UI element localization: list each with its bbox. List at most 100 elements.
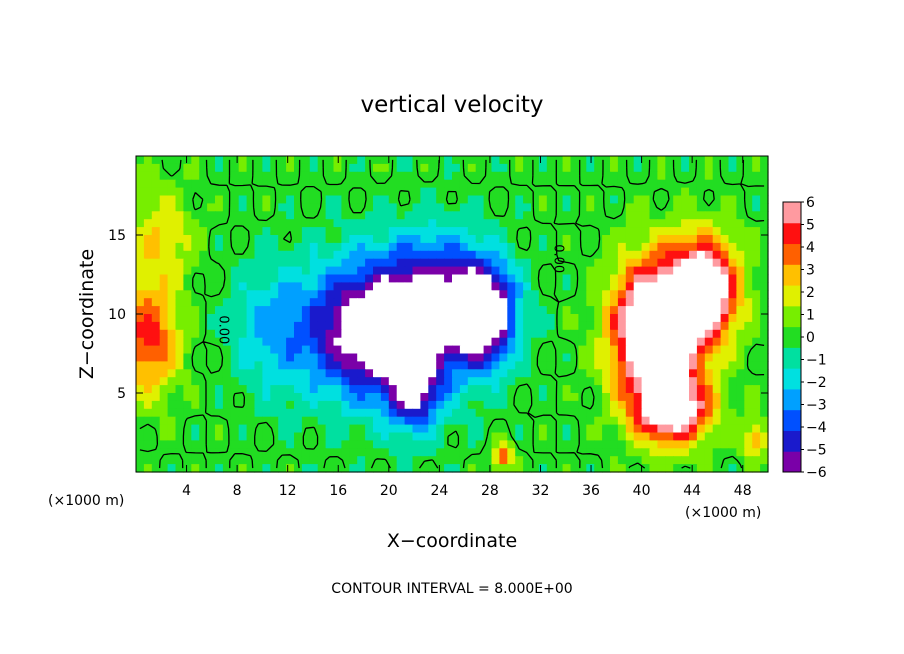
heatmap-cell bbox=[404, 353, 414, 362]
heatmap-cell bbox=[570, 393, 579, 402]
heatmap-cell bbox=[215, 361, 224, 370]
heatmap-cell bbox=[459, 361, 469, 370]
heatmap-cell bbox=[143, 353, 153, 362]
heatmap-cell bbox=[136, 242, 145, 252]
heatmap-cell bbox=[507, 187, 516, 197]
heatmap-cell bbox=[657, 424, 666, 434]
heatmap-cell bbox=[641, 456, 651, 465]
heatmap-cell bbox=[222, 163, 232, 173]
heatmap-cell bbox=[546, 235, 556, 244]
heatmap-cell bbox=[467, 227, 477, 236]
heatmap-cell bbox=[294, 337, 303, 347]
heatmap-cell bbox=[175, 235, 184, 244]
heatmap-cell bbox=[752, 345, 761, 355]
heatmap-cell bbox=[665, 424, 674, 434]
heatmap-cell bbox=[286, 195, 295, 204]
heatmap-cell bbox=[436, 163, 445, 173]
heatmap-cell bbox=[728, 464, 737, 473]
heatmap-cell bbox=[317, 203, 327, 212]
heatmap-cell bbox=[167, 163, 177, 173]
heatmap-cell bbox=[665, 337, 674, 347]
heatmap-cell bbox=[760, 282, 769, 291]
heatmap-cell bbox=[704, 171, 714, 181]
heatmap-cell bbox=[309, 187, 319, 197]
heatmap-cell bbox=[483, 424, 493, 434]
heatmap-cell bbox=[309, 448, 319, 457]
heatmap-cell bbox=[507, 345, 516, 355]
heatmap-cell bbox=[594, 377, 603, 386]
heatmap-cell bbox=[420, 377, 429, 386]
heatmap-cell bbox=[617, 298, 627, 307]
heatmap-cell bbox=[333, 171, 342, 181]
heatmap-cell bbox=[167, 250, 177, 260]
heatmap-cell bbox=[278, 337, 287, 347]
heatmap-cell bbox=[412, 187, 421, 197]
heatmap-cell bbox=[230, 337, 240, 347]
heatmap-cell bbox=[696, 321, 706, 331]
heatmap-cell bbox=[554, 274, 564, 283]
heatmap-cell bbox=[625, 385, 635, 394]
heatmap-cell bbox=[657, 329, 666, 339]
heatmap-cell bbox=[404, 456, 414, 465]
heatmap-cell bbox=[696, 432, 706, 441]
heatmap-cell bbox=[736, 211, 745, 220]
heatmap-cell bbox=[641, 227, 651, 236]
heatmap-cell bbox=[215, 219, 224, 228]
heatmap-cell bbox=[262, 195, 271, 204]
heatmap-cell bbox=[270, 179, 279, 189]
heatmap-cell bbox=[744, 274, 753, 283]
heatmap-cell bbox=[531, 393, 540, 402]
heatmap-cell bbox=[222, 424, 232, 434]
heatmap-cell bbox=[404, 227, 414, 236]
heatmap-cell bbox=[325, 345, 335, 355]
heatmap-cell bbox=[444, 282, 453, 291]
heatmap-cell bbox=[270, 432, 279, 441]
heatmap-cell bbox=[570, 306, 579, 315]
heatmap-cell bbox=[254, 353, 263, 362]
heatmap-cell bbox=[649, 416, 658, 426]
heatmap-cell bbox=[665, 163, 674, 173]
heatmap-cell bbox=[712, 369, 722, 378]
heatmap-cell bbox=[270, 385, 279, 394]
heatmap-cell bbox=[475, 282, 485, 291]
heatmap-cell bbox=[404, 393, 414, 402]
heatmap-cell bbox=[562, 266, 572, 276]
heatmap-cell bbox=[594, 464, 603, 473]
heatmap-cell bbox=[681, 156, 690, 165]
heatmap-cell bbox=[696, 400, 706, 410]
colorbar-label: −1 bbox=[806, 353, 827, 369]
heatmap-cell bbox=[373, 400, 382, 410]
heatmap-cell bbox=[270, 171, 279, 181]
heatmap-cell bbox=[562, 337, 572, 347]
heatmap-cell bbox=[183, 400, 192, 410]
heatmap-cell bbox=[151, 156, 161, 165]
heatmap-cell bbox=[309, 440, 319, 449]
heatmap-cell bbox=[412, 274, 421, 283]
heatmap-cell bbox=[452, 377, 461, 386]
heatmap-cell bbox=[507, 416, 516, 426]
heatmap-cell bbox=[159, 282, 169, 291]
heatmap-cell bbox=[649, 377, 658, 386]
heatmap-cell bbox=[278, 385, 287, 394]
heatmap-cell bbox=[752, 274, 761, 283]
heatmap-cell bbox=[333, 227, 342, 236]
heatmap-cell bbox=[752, 321, 761, 331]
heatmap-cell bbox=[554, 227, 564, 236]
heatmap-cell bbox=[712, 408, 722, 418]
heatmap-cell bbox=[199, 290, 208, 299]
heatmap-cell bbox=[436, 235, 445, 244]
heatmap-cell bbox=[270, 211, 279, 220]
heatmap-cell bbox=[665, 393, 674, 402]
heatmap-cell bbox=[246, 408, 256, 418]
colorbar-label: −4 bbox=[806, 420, 827, 436]
heatmap-cell bbox=[499, 432, 508, 441]
heatmap-cell bbox=[523, 219, 532, 228]
heatmap-cell bbox=[649, 321, 658, 331]
heatmap-cell bbox=[246, 321, 256, 331]
heatmap-cell bbox=[404, 432, 414, 441]
heatmap-cell bbox=[720, 163, 730, 173]
heatmap-cell bbox=[357, 464, 366, 473]
heatmap-cell bbox=[673, 448, 682, 457]
colorbar-label: −5 bbox=[806, 443, 827, 459]
heatmap-cell bbox=[736, 353, 745, 362]
